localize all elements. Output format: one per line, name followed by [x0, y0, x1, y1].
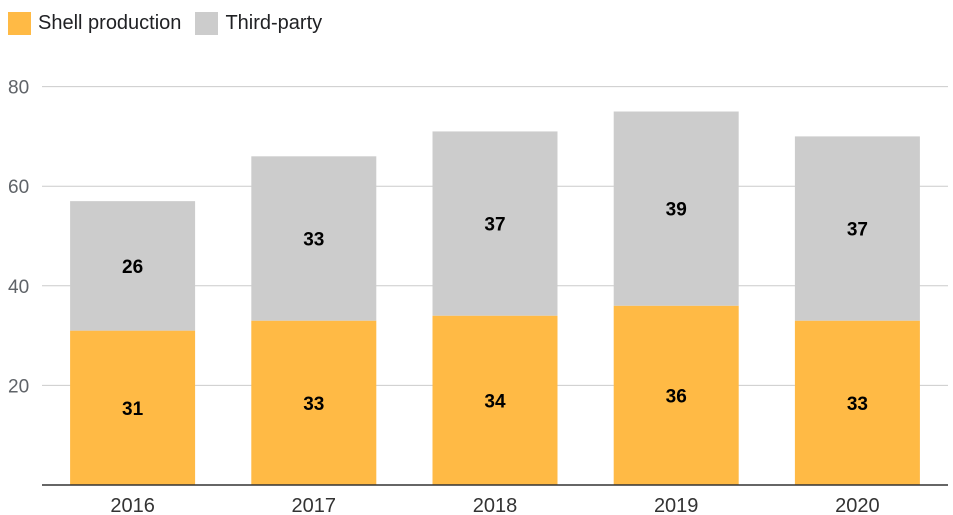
legend-label-shell-production: Shell production: [38, 11, 182, 34]
data-label-shell-production-2019: 36: [666, 386, 687, 407]
data-label-shell-production-2020: 33: [847, 394, 868, 415]
y-tick-label-40: 40: [8, 277, 29, 298]
x-tick-label-2016: 2016: [110, 495, 155, 515]
y-tick-label-20: 20: [8, 376, 29, 397]
bar-third-party-2019: [613, 111, 739, 306]
legend-swatch-shell-production: [8, 11, 31, 35]
data-label-shell-production-2017: 33: [303, 394, 324, 415]
legend-label-third-party: Third-party: [225, 11, 323, 34]
data-label-shell-production-2016: 31: [122, 399, 144, 420]
legend: Shell production Third-party: [8, 9, 322, 37]
x-tick-label-2019: 2019: [654, 495, 699, 515]
bar-shell-production-2017: [251, 320, 377, 485]
bar-third-party-2018: [432, 131, 558, 316]
data-label-third-party-2020: 37: [847, 220, 868, 241]
legend-item-shell-production: Shell production: [8, 11, 182, 35]
legend-item-third-party: Third-party: [195, 11, 323, 35]
bar-third-party-2020: [794, 136, 920, 321]
y-tick-label-80: 80: [8, 78, 29, 99]
data-label-shell-production-2018: 34: [484, 391, 506, 412]
bar-shell-production-2018: [432, 315, 558, 485]
bar-third-party-2016: [70, 201, 196, 331]
data-label-third-party-2016: 26: [122, 257, 143, 278]
data-label-third-party-2017: 33: [303, 229, 324, 250]
x-tick-label-2020: 2020: [835, 495, 880, 515]
bar-shell-production-2019: [613, 305, 739, 485]
data-label-third-party-2019: 39: [666, 200, 687, 221]
x-tick-label-2018: 2018: [473, 495, 518, 515]
data-label-third-party-2018: 37: [484, 215, 505, 236]
y-tick-label-60: 60: [8, 177, 29, 198]
bar-shell-production-2016: [70, 330, 196, 485]
bar-third-party-2017: [251, 156, 377, 321]
legend-swatch-third-party: [195, 11, 219, 35]
x-tick-label-2017: 2017: [292, 495, 337, 515]
bar-shell-production-2020: [794, 320, 920, 485]
